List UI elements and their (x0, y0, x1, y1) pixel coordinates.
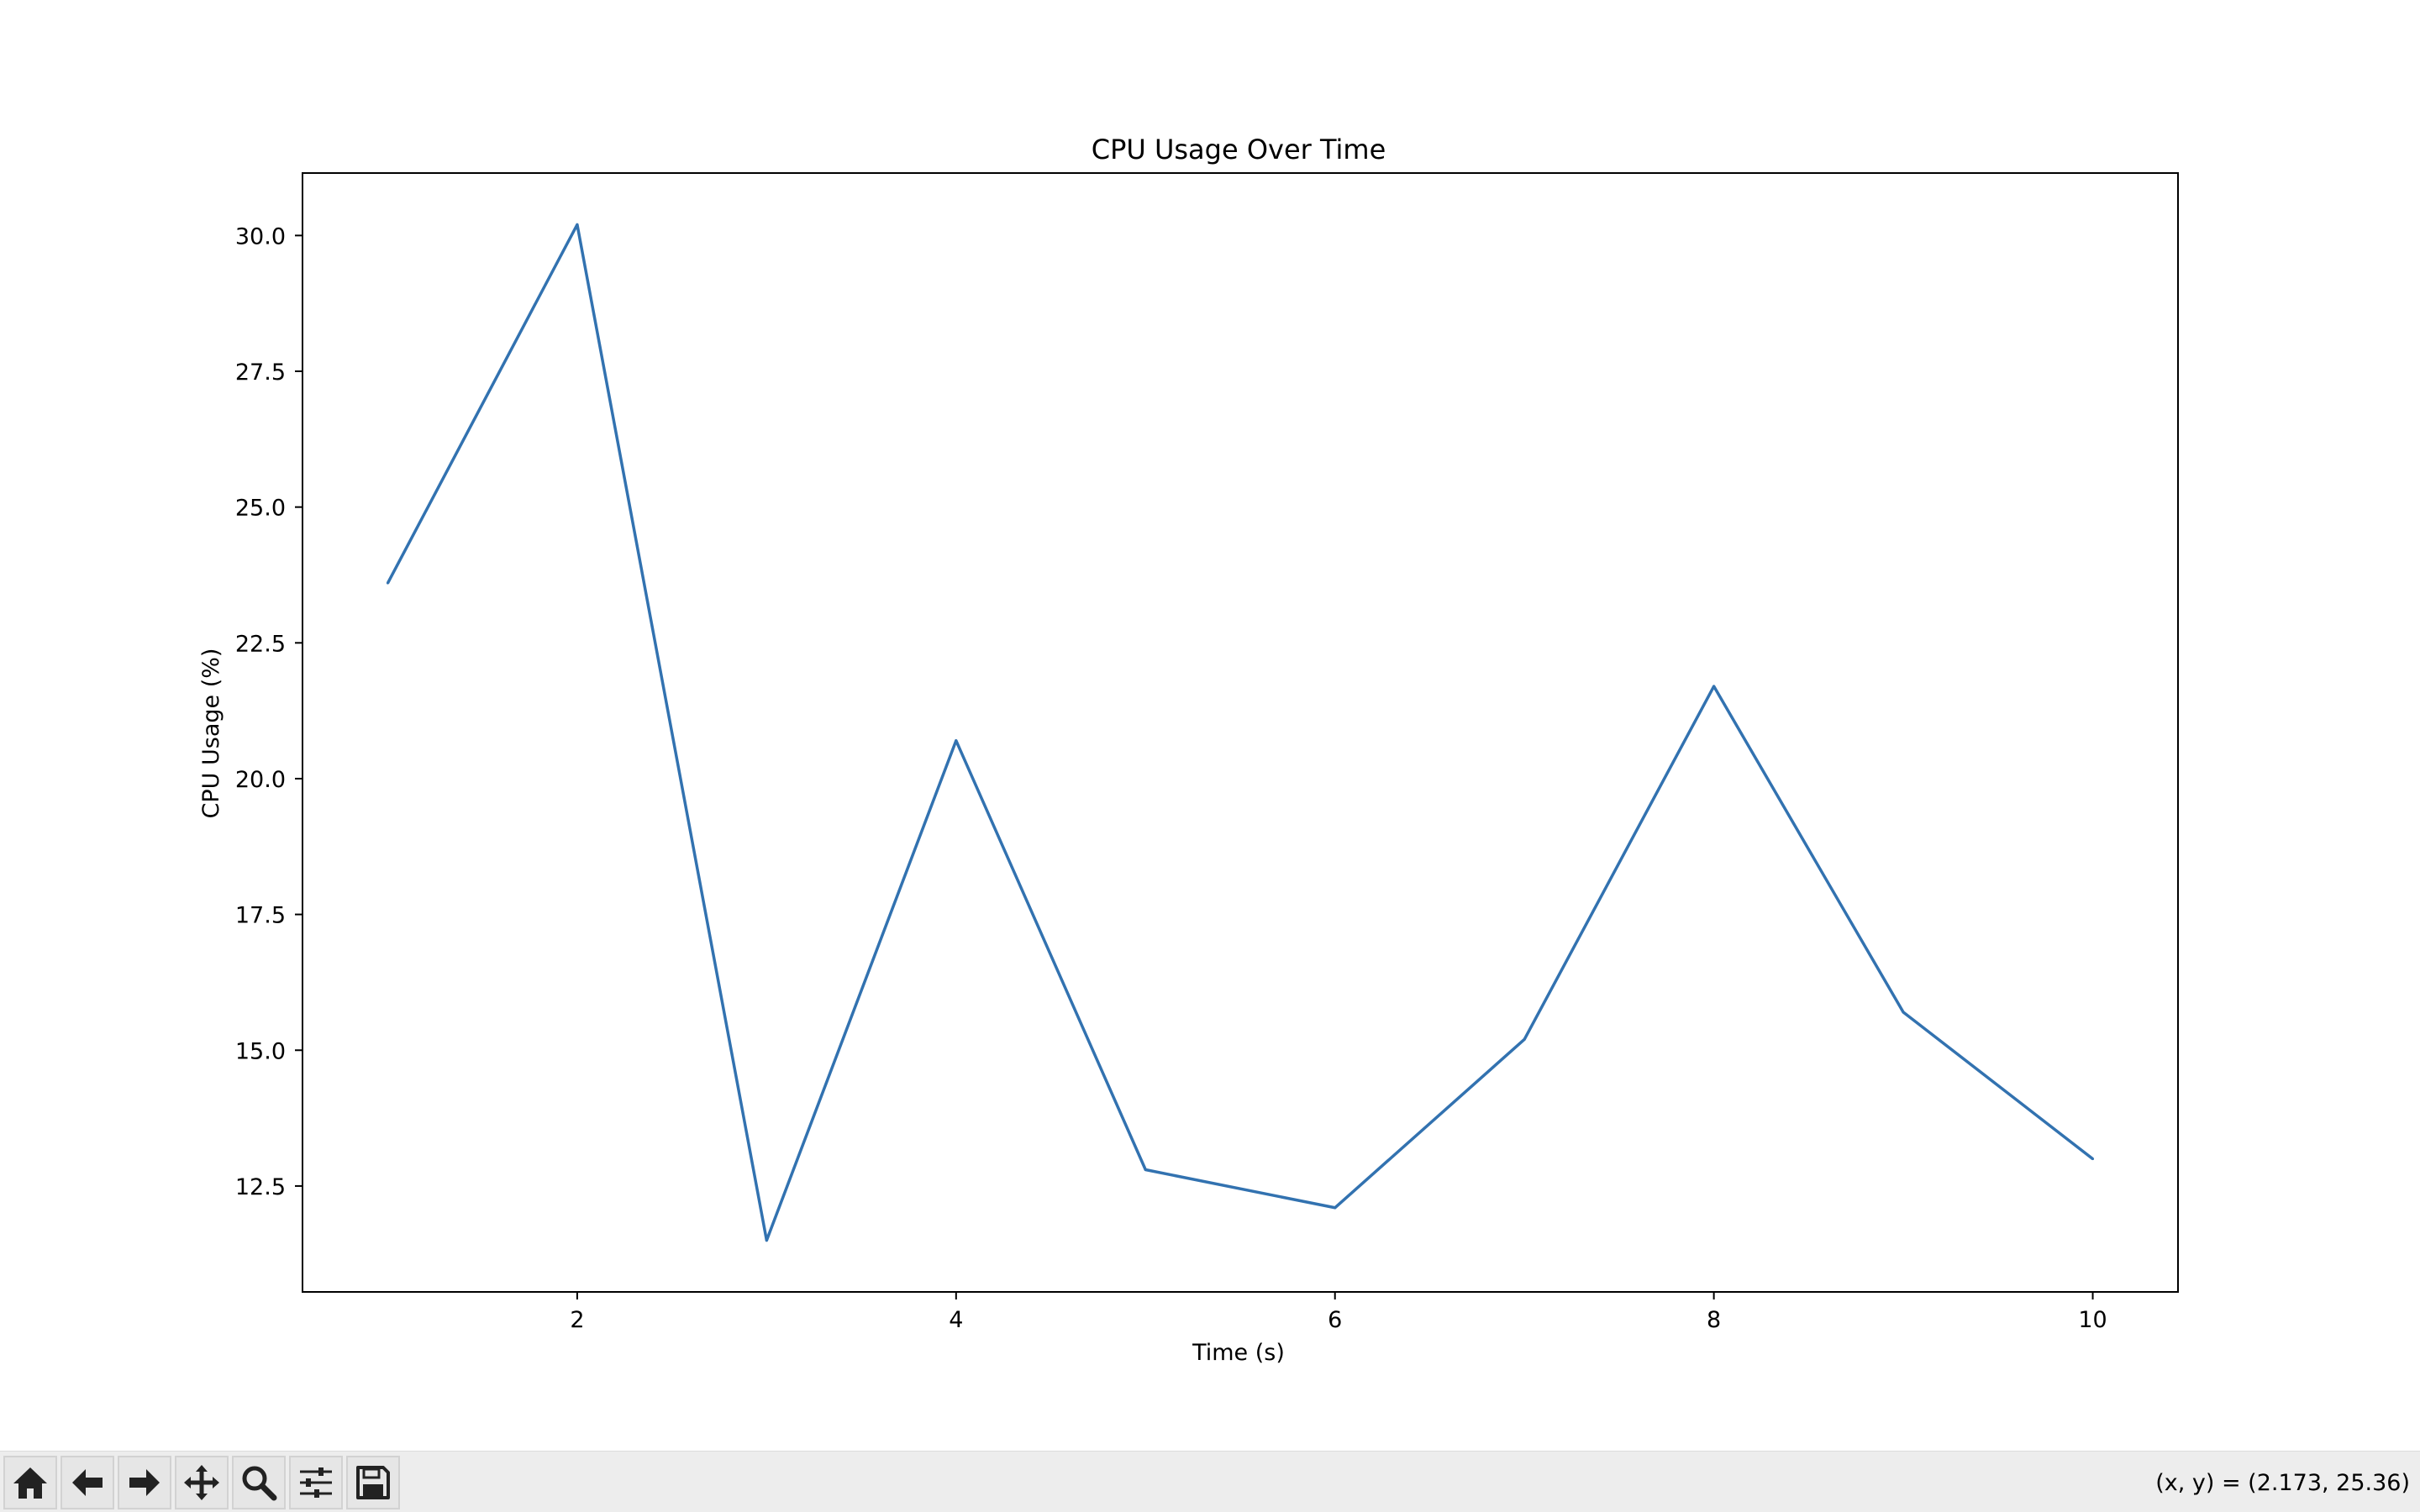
data-point (765, 1239, 768, 1242)
data-point (2091, 1158, 2095, 1161)
data-point (576, 223, 579, 226)
axes-frame (302, 172, 2179, 1293)
data-point (1334, 1206, 1337, 1210)
move-icon (184, 1465, 219, 1500)
home-icon (13, 1467, 47, 1499)
x-axis-label: Time (s) (1192, 1340, 1285, 1366)
y-tick-label: 15.0 (235, 1038, 286, 1064)
data-point (1144, 1168, 1147, 1172)
y-tick-label: 25.0 (235, 496, 286, 522)
chart-title: CPU Usage Over Time (1092, 134, 1386, 165)
x-tick-label: 10 (2078, 1307, 2107, 1333)
forward-button[interactable] (118, 1456, 171, 1509)
save-icon (356, 1466, 390, 1499)
back-arrow-icon (72, 1469, 103, 1496)
search-icon (242, 1466, 277, 1501)
back-button[interactable] (60, 1456, 114, 1509)
forward-arrow-icon (129, 1469, 160, 1496)
series-line (386, 223, 2094, 1242)
y-tick-label: 22.5 (235, 631, 286, 657)
data-point (1712, 685, 1716, 688)
data-point (1902, 1011, 1905, 1014)
x-tick-label: 4 (949, 1307, 963, 1333)
x-tick-label: 6 (1328, 1307, 1342, 1333)
y-tick-label: 12.5 (235, 1174, 286, 1200)
data-point (955, 739, 958, 743)
navigation-toolbar: (x, y) = (2.173, 25.36) (0, 1451, 2420, 1512)
sliders-icon (300, 1467, 332, 1498)
y-tick-label: 20.0 (235, 767, 286, 793)
x-tick-label: 8 (1707, 1307, 1721, 1333)
y-axis-label: CPU Usage (%) (198, 648, 224, 819)
y-tick-label: 17.5 (235, 903, 286, 929)
data-point (1523, 1037, 1526, 1041)
figure-canvas[interactable]: CPU Usage Over Time 2 4 6 8 10 12.5 15.0 17.5 20… (0, 0, 2420, 1451)
configure-subplots-button[interactable] (289, 1456, 343, 1509)
save-button[interactable] (346, 1456, 400, 1509)
plot-area: 2 4 6 8 10 12.5 15.0 17.5 20.0 22.5 25.0 27.5 30.0 (235, 172, 2179, 1333)
data-point (386, 581, 389, 585)
pan-button[interactable] (175, 1456, 229, 1509)
home-button[interactable] (3, 1456, 57, 1509)
line-chart: CPU Usage Over Time 2 4 6 8 10 12.5 15.0 17.5 20… (198, 134, 2179, 1366)
x-tick-label: 2 (570, 1307, 584, 1333)
y-tick-label: 30.0 (235, 223, 286, 249)
zoom-button[interactable] (232, 1456, 286, 1509)
y-tick-label: 27.5 (235, 360, 286, 386)
cursor-coordinate-readout: (x, y) = (2.173, 25.36) (2155, 1470, 2410, 1496)
